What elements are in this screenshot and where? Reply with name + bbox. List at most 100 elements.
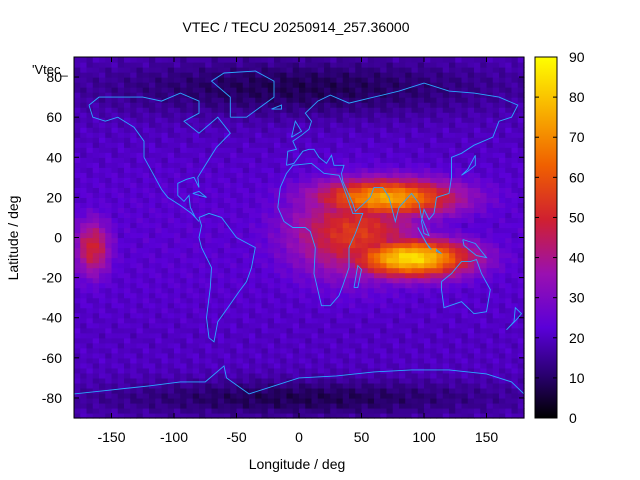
- heatmap-cell: [517, 142, 525, 148]
- heatmap-cell: [249, 317, 256, 324]
- heatmap-cell: [430, 227, 438, 234]
- heatmap-cell: [299, 222, 306, 229]
- heatmap-cell: [505, 197, 513, 203]
- heatmap-cell: [86, 277, 94, 284]
- heatmap-cell: [355, 377, 363, 384]
- heatmap-cell: [424, 387, 431, 394]
- heatmap-cell: [486, 122, 494, 128]
- heatmap-cell: [380, 282, 388, 289]
- heatmap-cell: [111, 347, 119, 354]
- heatmap-cell: [380, 397, 388, 404]
- heatmap-cell: [386, 312, 394, 319]
- heatmap-cell: [161, 172, 169, 178]
- heatmap-cell: [117, 117, 125, 123]
- heatmap-cell: [236, 397, 244, 404]
- heatmap-cell: [217, 107, 225, 113]
- heatmap-cell: [236, 132, 244, 138]
- heatmap-cell: [305, 342, 313, 349]
- heatmap-cell: [236, 72, 244, 78]
- heatmap-cell: [486, 322, 494, 329]
- heatmap-cell: [161, 287, 169, 294]
- heatmap-cell: [517, 282, 525, 289]
- heatmap-cell: [374, 87, 381, 93]
- heatmap-cell: [505, 77, 513, 83]
- heatmap-cell: [74, 262, 81, 269]
- heatmap-cell: [486, 412, 494, 419]
- heatmap-cell: [355, 72, 363, 78]
- heatmap-cell: [405, 202, 413, 209]
- heatmap-cell: [224, 157, 231, 163]
- heatmap-cell: [267, 222, 275, 229]
- heatmap-cell: [130, 167, 138, 173]
- heatmap-cell: [449, 192, 456, 198]
- heatmap-cell: [105, 267, 113, 274]
- heatmap-cell: [180, 297, 188, 304]
- heatmap-cell: [411, 337, 419, 344]
- heatmap-cell: [149, 117, 156, 123]
- heatmap-cell: [411, 342, 419, 349]
- heatmap-cell: [92, 317, 100, 324]
- heatmap-cell: [380, 162, 388, 168]
- heatmap-cell: [274, 227, 281, 234]
- heatmap-cell: [336, 107, 344, 113]
- heatmap-cell: [261, 412, 269, 419]
- heatmap-cell: [167, 307, 175, 314]
- heatmap-cell: [199, 207, 206, 214]
- heatmap-cell: [505, 72, 513, 78]
- heatmap-cell: [430, 397, 438, 404]
- heatmap-cell: [499, 277, 506, 284]
- heatmap-cell: [474, 77, 481, 83]
- heatmap-cell: [192, 342, 200, 349]
- heatmap-cell: [99, 372, 106, 379]
- heatmap-cell: [336, 72, 344, 78]
- heatmap-cell: [305, 292, 313, 299]
- heatmap-cell: [180, 147, 188, 153]
- heatmap-cell: [474, 102, 481, 108]
- heatmap-cell: [442, 217, 450, 224]
- heatmap-cell: [292, 72, 300, 78]
- heatmap-cell: [380, 167, 388, 173]
- heatmap-cell: [255, 77, 263, 83]
- heatmap-cell: [267, 272, 275, 279]
- heatmap-cell: [192, 167, 200, 173]
- heatmap-cell: [324, 357, 331, 364]
- heatmap-cell: [380, 302, 388, 309]
- heatmap-cell: [274, 102, 281, 108]
- heatmap-cell: [180, 312, 188, 319]
- heatmap-cell: [399, 162, 406, 168]
- heatmap-cell: [74, 272, 81, 279]
- heatmap-cell: [86, 352, 94, 359]
- heatmap-cell: [455, 297, 463, 304]
- heatmap-cell: [492, 272, 500, 279]
- heatmap-cell: [155, 287, 163, 294]
- heatmap-cell: [236, 327, 244, 334]
- heatmap-cell: [430, 327, 438, 334]
- heatmap-cell: [217, 347, 225, 354]
- heatmap-cell: [405, 182, 413, 188]
- heatmap-cell: [174, 232, 181, 239]
- heatmap-cell: [149, 147, 156, 153]
- heatmap-cell: [442, 317, 450, 324]
- heatmap-cell: [155, 167, 163, 173]
- heatmap-cell: [430, 402, 438, 409]
- heatmap-cell: [161, 217, 169, 224]
- heatmap-cell: [492, 177, 500, 183]
- heatmap-cell: [161, 182, 169, 188]
- heatmap-cell: [455, 192, 463, 198]
- heatmap-cell: [192, 207, 200, 214]
- heatmap-cell: [417, 352, 425, 359]
- heatmap-cell: [186, 232, 194, 239]
- heatmap-cell: [124, 282, 131, 289]
- heatmap-cell: [286, 342, 294, 349]
- heatmap-cell: [161, 397, 169, 404]
- heatmap-cell: [342, 412, 350, 419]
- heatmap-cell: [242, 242, 250, 249]
- heatmap-cell: [99, 397, 106, 404]
- heatmap-cell: [380, 317, 388, 324]
- heatmap-cell: [424, 77, 431, 83]
- heatmap-cell: [267, 122, 275, 128]
- heatmap-cell: [424, 287, 431, 294]
- heatmap-cell: [305, 97, 313, 103]
- heatmap-cell: [205, 232, 213, 239]
- heatmap-cell: [74, 342, 81, 349]
